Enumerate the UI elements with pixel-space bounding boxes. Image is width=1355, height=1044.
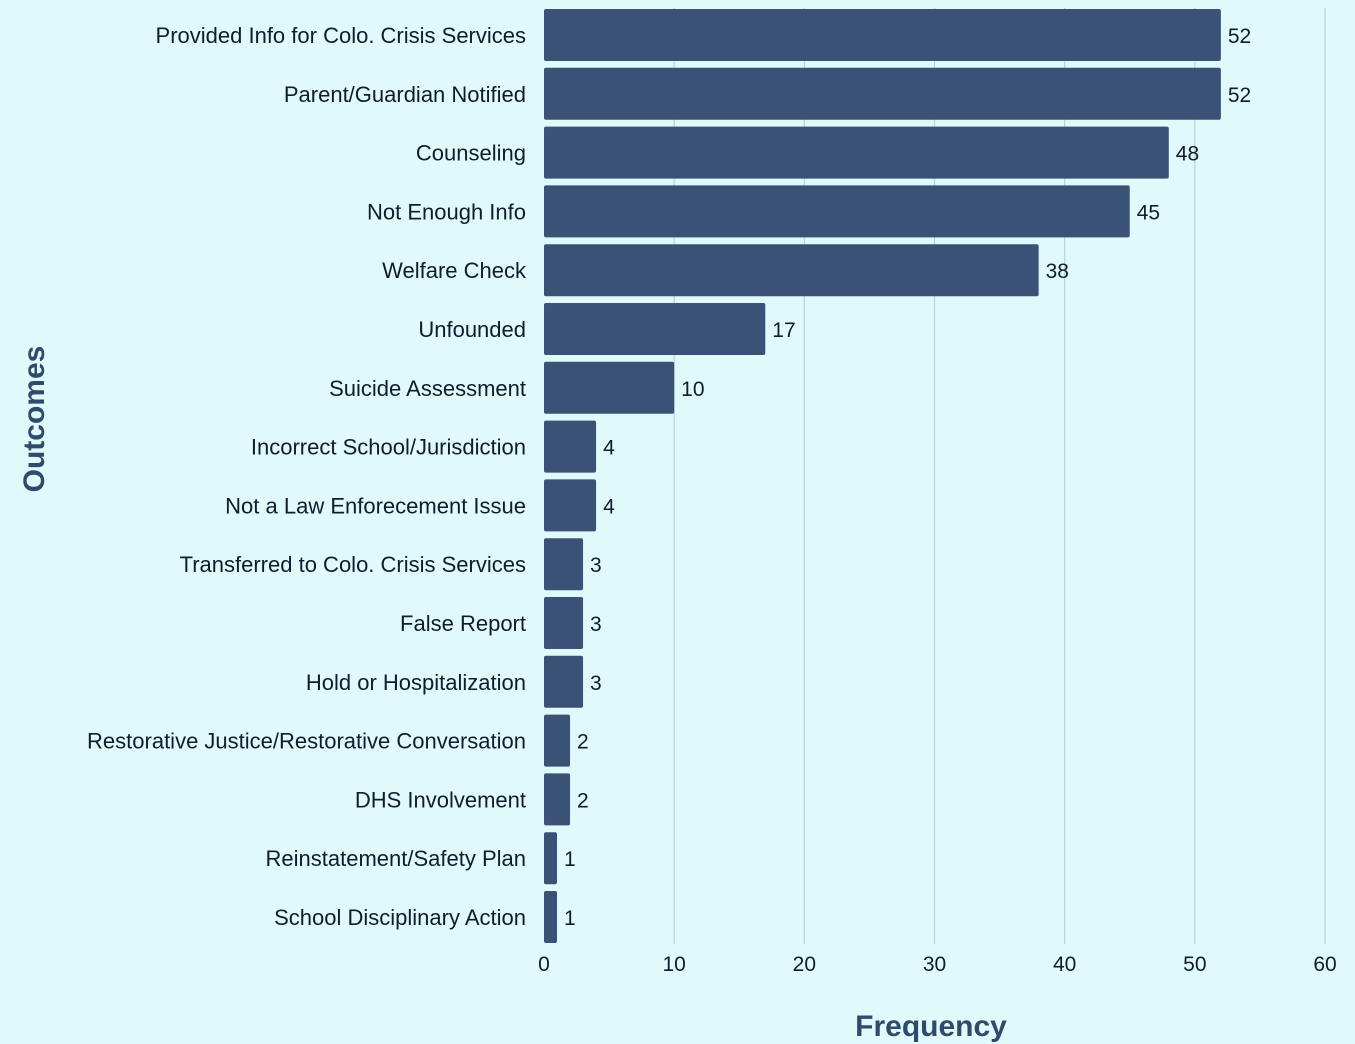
- category-labels: Provided Info for Colo. Crisis Services P…: [87, 23, 527, 930]
- x-tick-label: 40: [1053, 953, 1076, 976]
- x-tick-label: 30: [923, 953, 946, 976]
- data-label: 2: [577, 789, 589, 812]
- bar: [544, 9, 1221, 61]
- data-label: 52: [1228, 84, 1251, 107]
- bar: [544, 244, 1039, 297]
- data-label: 38: [1046, 260, 1069, 283]
- bar: [544, 597, 584, 649]
- category-label: Parent/Guardian Notified: [284, 82, 526, 107]
- category-label: Counseling: [416, 141, 526, 166]
- data-label: 10: [681, 378, 704, 401]
- x-tick-label: 60: [1313, 953, 1336, 976]
- category-label: School Disciplinary Action: [274, 905, 526, 930]
- category-label: Provided Info for Colo. Crisis Services: [156, 23, 526, 48]
- category-label: Welfare Check: [382, 258, 527, 283]
- data-label: 3: [590, 672, 602, 695]
- category-label: Unfounded: [418, 317, 526, 342]
- bar: [544, 479, 597, 532]
- category-label: Reinstatement/Safety Plan: [266, 846, 526, 871]
- bar: [544, 185, 1130, 238]
- data-label: 52: [1228, 25, 1251, 48]
- category-label: Hold or Hospitalization: [306, 670, 526, 695]
- category-label: Transferred to Colo. Crisis Services: [180, 552, 526, 577]
- data-label: 2: [577, 731, 589, 754]
- data-label: 4: [603, 437, 615, 460]
- bar: [544, 538, 584, 591]
- value-labels: 52 52 48 45 38 17 10 4 4 3 3 3 2 2 1 1: [564, 25, 1251, 930]
- x-tick-label: 0: [538, 953, 550, 976]
- data-label: 48: [1176, 143, 1199, 166]
- x-tick-label: 20: [793, 953, 816, 976]
- data-label: 1: [564, 907, 576, 930]
- bar: [544, 303, 766, 355]
- bar: [544, 891, 558, 943]
- bars: [544, 9, 1221, 943]
- data-label: 3: [590, 613, 602, 636]
- data-label: 17: [772, 319, 795, 342]
- x-tick-label: 50: [1183, 953, 1206, 976]
- data-label: 4: [603, 495, 615, 518]
- data-label: 45: [1137, 201, 1160, 224]
- bar: [544, 420, 597, 473]
- x-axis-ticks: 0 10 20 30 40 50 60: [538, 953, 1337, 976]
- bar: [544, 126, 1169, 179]
- category-label: Not a Law Enforecement Issue: [225, 493, 526, 518]
- data-label: 3: [590, 554, 602, 577]
- category-label: Suicide Assessment: [329, 376, 526, 401]
- category-label: Incorrect School/Jurisdiction: [251, 435, 526, 460]
- bar: [544, 773, 571, 826]
- category-label: Not Enough Info: [367, 199, 526, 224]
- x-tick-label: 10: [662, 953, 685, 976]
- x-axis-title: Frequency: [855, 1010, 1007, 1043]
- y-axis-title: Outcomes: [18, 346, 51, 493]
- data-label: 1: [564, 848, 576, 871]
- bar: [544, 361, 675, 414]
- category-label: Restorative Justice/Restorative Conversa…: [87, 729, 526, 754]
- bar: [544, 655, 584, 708]
- bar: [544, 714, 571, 767]
- bar: [544, 832, 558, 885]
- bar: [544, 67, 1221, 120]
- category-label: False Report: [400, 611, 526, 636]
- category-label: DHS Involvement: [355, 787, 526, 812]
